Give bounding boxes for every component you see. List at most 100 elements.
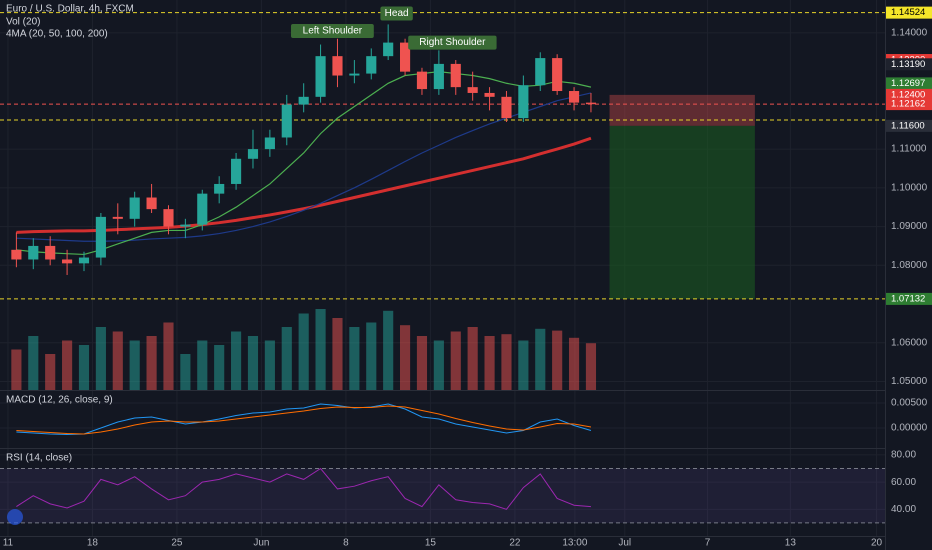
volume-bar [298, 313, 309, 390]
y-tick-label: 0.00000 [891, 423, 928, 434]
symbol-title: Euro / U.S. Dollar, 4h, FXCM [6, 4, 134, 15]
candle-body [450, 63, 461, 88]
volume-bar [264, 340, 275, 390]
y-tick-label: 1.11000 [891, 144, 927, 155]
volume-bar [95, 327, 106, 390]
price-tag-label: 1.11600 [891, 120, 925, 131]
volume-bar [416, 336, 428, 390]
price-tag [886, 98, 932, 111]
x-tick-label: 15 [425, 538, 437, 549]
y-tick-label: 40.00 [891, 504, 916, 515]
x-tick-label: 13:00 [562, 538, 587, 549]
candle-body [214, 183, 225, 194]
x-tick-label: 22 [509, 538, 521, 549]
candle-body [264, 137, 275, 150]
indicator-label: Vol (20) [6, 17, 40, 28]
price-tag-label: 1.07132 [891, 293, 925, 304]
price-tag [886, 58, 932, 71]
volume-bar [281, 327, 292, 390]
candle-body [129, 197, 140, 219]
candle-body [332, 56, 343, 76]
volume-bar [197, 340, 208, 390]
x-tick-label: 8 [343, 538, 349, 549]
x-tick-label: 18 [87, 538, 99, 549]
volume-bar [180, 354, 191, 390]
candle-body [180, 224, 191, 227]
candle-body [315, 56, 326, 97]
price-tag [886, 6, 932, 19]
volume-bar [247, 336, 259, 390]
y-tick-label: 60.00 [891, 477, 916, 488]
x-tick-label: 20 [871, 538, 883, 549]
candle-body [112, 216, 123, 219]
candle-body [28, 245, 39, 260]
moving-average [16, 136, 592, 234]
candle-body [366, 56, 377, 74]
volume-bar [518, 340, 529, 390]
rsi-band [0, 468, 885, 523]
volume-bar [129, 340, 140, 390]
candle-body [231, 158, 242, 184]
price-tag [886, 292, 932, 305]
x-tick-label: 13 [785, 538, 797, 549]
volume-bar [349, 327, 360, 390]
candle-body [146, 197, 157, 210]
x-tick-label: 25 [171, 538, 183, 549]
price-tag-label: 1.12697 [891, 78, 925, 89]
candle-body [78, 257, 90, 264]
volume-bar [467, 327, 478, 390]
y-tick-label: 1.08000 [891, 260, 928, 271]
candle-body [501, 96, 512, 119]
price-tag-label: 1.14524 [891, 7, 925, 18]
candle-body [433, 63, 444, 90]
volume-bar [484, 336, 495, 390]
price-tag [886, 119, 932, 132]
candle-body [11, 249, 22, 260]
indicator-label: 4MA (20, 50, 100, 200) [6, 29, 108, 40]
volume-bar [568, 337, 580, 390]
volume-bar [535, 328, 546, 390]
price-tag-label: 1.12400 [891, 89, 925, 100]
volume-bar [112, 331, 123, 390]
candle-body [467, 87, 478, 93]
candle-body [518, 85, 529, 119]
candle-body [197, 193, 208, 225]
candle-body [247, 149, 259, 159]
volume-bar [11, 349, 22, 390]
signal-line [16, 405, 592, 435]
y-tick-label: 1.09000 [891, 221, 928, 232]
volume-bar [231, 331, 242, 390]
x-tick-label: 11 [3, 538, 14, 549]
price-tag [886, 77, 932, 90]
volume-bar [399, 325, 411, 390]
candle-body [399, 42, 411, 72]
candle-body [535, 58, 546, 86]
candle-body [45, 245, 56, 260]
x-tick-label: 7 [705, 538, 711, 549]
moving-average [16, 92, 592, 242]
price-tag-label: 1.13190 [891, 59, 925, 70]
rsi-title: RSI (14, close) [6, 453, 72, 464]
volume-bar [450, 331, 461, 390]
annotation-box [291, 23, 374, 38]
candle-body [568, 91, 580, 103]
candle-body [95, 216, 106, 258]
macd-title: MACD (12, 26, close, 9) [6, 395, 113, 406]
candle-body [552, 58, 563, 92]
stop-zone [609, 94, 755, 126]
volume-bar [433, 340, 444, 390]
volume-bar [62, 340, 73, 390]
y-tick-label: 1.05000 [891, 376, 928, 387]
candle-body [416, 71, 428, 90]
volume-bar [163, 322, 174, 390]
price-tag-label: 1.12162 [891, 99, 925, 110]
candle-body [383, 42, 394, 57]
volume-bar [78, 345, 90, 390]
annotation-label: Head [385, 8, 409, 19]
candle-body [484, 92, 495, 97]
rsi-line [16, 467, 591, 510]
price-tag [886, 88, 932, 101]
macd-line [16, 403, 592, 436]
